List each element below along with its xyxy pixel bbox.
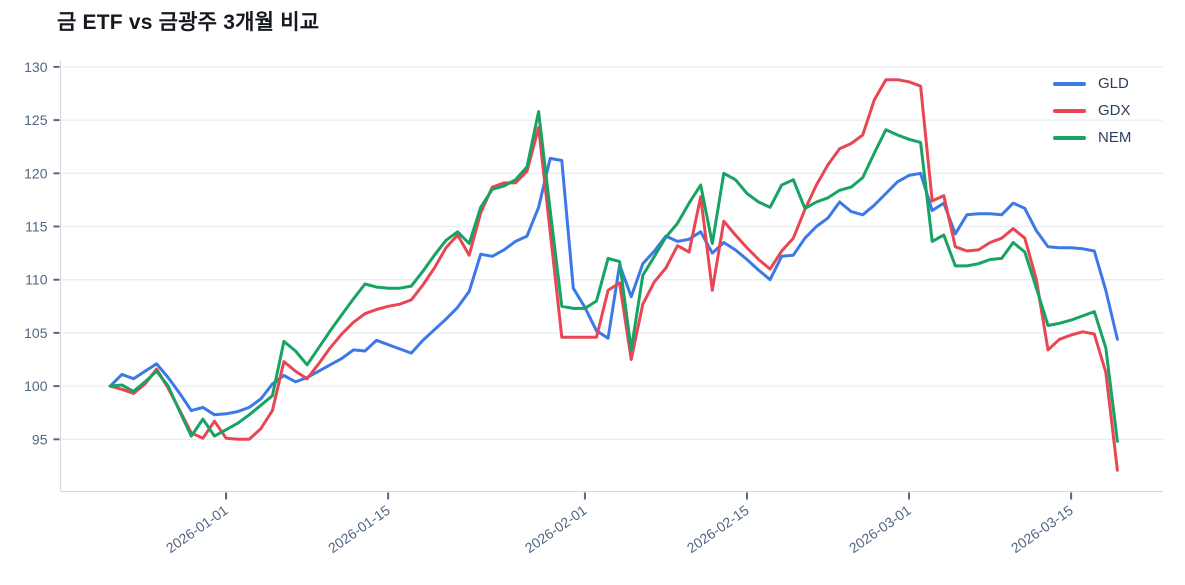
chart-title: 금 ETF vs 금광주 3개월 비교 bbox=[57, 11, 320, 34]
y-tick-label: 130 bbox=[24, 59, 48, 75]
gdx-line-swatch-icon bbox=[1053, 108, 1086, 113]
nem-line-swatch-icon bbox=[1053, 135, 1086, 140]
series-line-gdx[interactable] bbox=[108, 78, 1119, 472]
legend-item-nem[interactable]: NEM bbox=[1053, 124, 1131, 151]
y-tick-label: 125 bbox=[24, 112, 48, 128]
x-tick-label: 2026-01-01 bbox=[163, 502, 231, 556]
y-tick-label: 120 bbox=[24, 165, 48, 181]
legend-label-gld: GLD bbox=[1098, 75, 1129, 92]
series-line-nem[interactable] bbox=[108, 110, 1119, 443]
x-tick-label: 2026-03-15 bbox=[1008, 502, 1076, 556]
x-tick-label: 2026-02-01 bbox=[522, 502, 590, 556]
legend-item-gdx[interactable]: GDX bbox=[1053, 97, 1131, 124]
legend-item-gld[interactable]: GLD bbox=[1053, 70, 1131, 97]
y-tick-label: 110 bbox=[25, 272, 48, 288]
x-tick-label: 2026-03-01 bbox=[846, 502, 914, 556]
legend-label-nem: NEM bbox=[1098, 129, 1132, 146]
gld-line-swatch-icon bbox=[1053, 81, 1086, 86]
legend: GLD GDX NEM bbox=[1053, 70, 1131, 151]
y-tick-label: 105 bbox=[24, 325, 48, 341]
legend-label-gdx: GDX bbox=[1098, 102, 1131, 119]
y-tick-label: 95 bbox=[32, 431, 48, 447]
x-tick-label: 2026-01-15 bbox=[325, 502, 393, 556]
y-tick-label: 100 bbox=[24, 378, 48, 394]
y-tick-label: 115 bbox=[25, 219, 48, 235]
x-tick-label: 2026-02-15 bbox=[684, 502, 752, 556]
